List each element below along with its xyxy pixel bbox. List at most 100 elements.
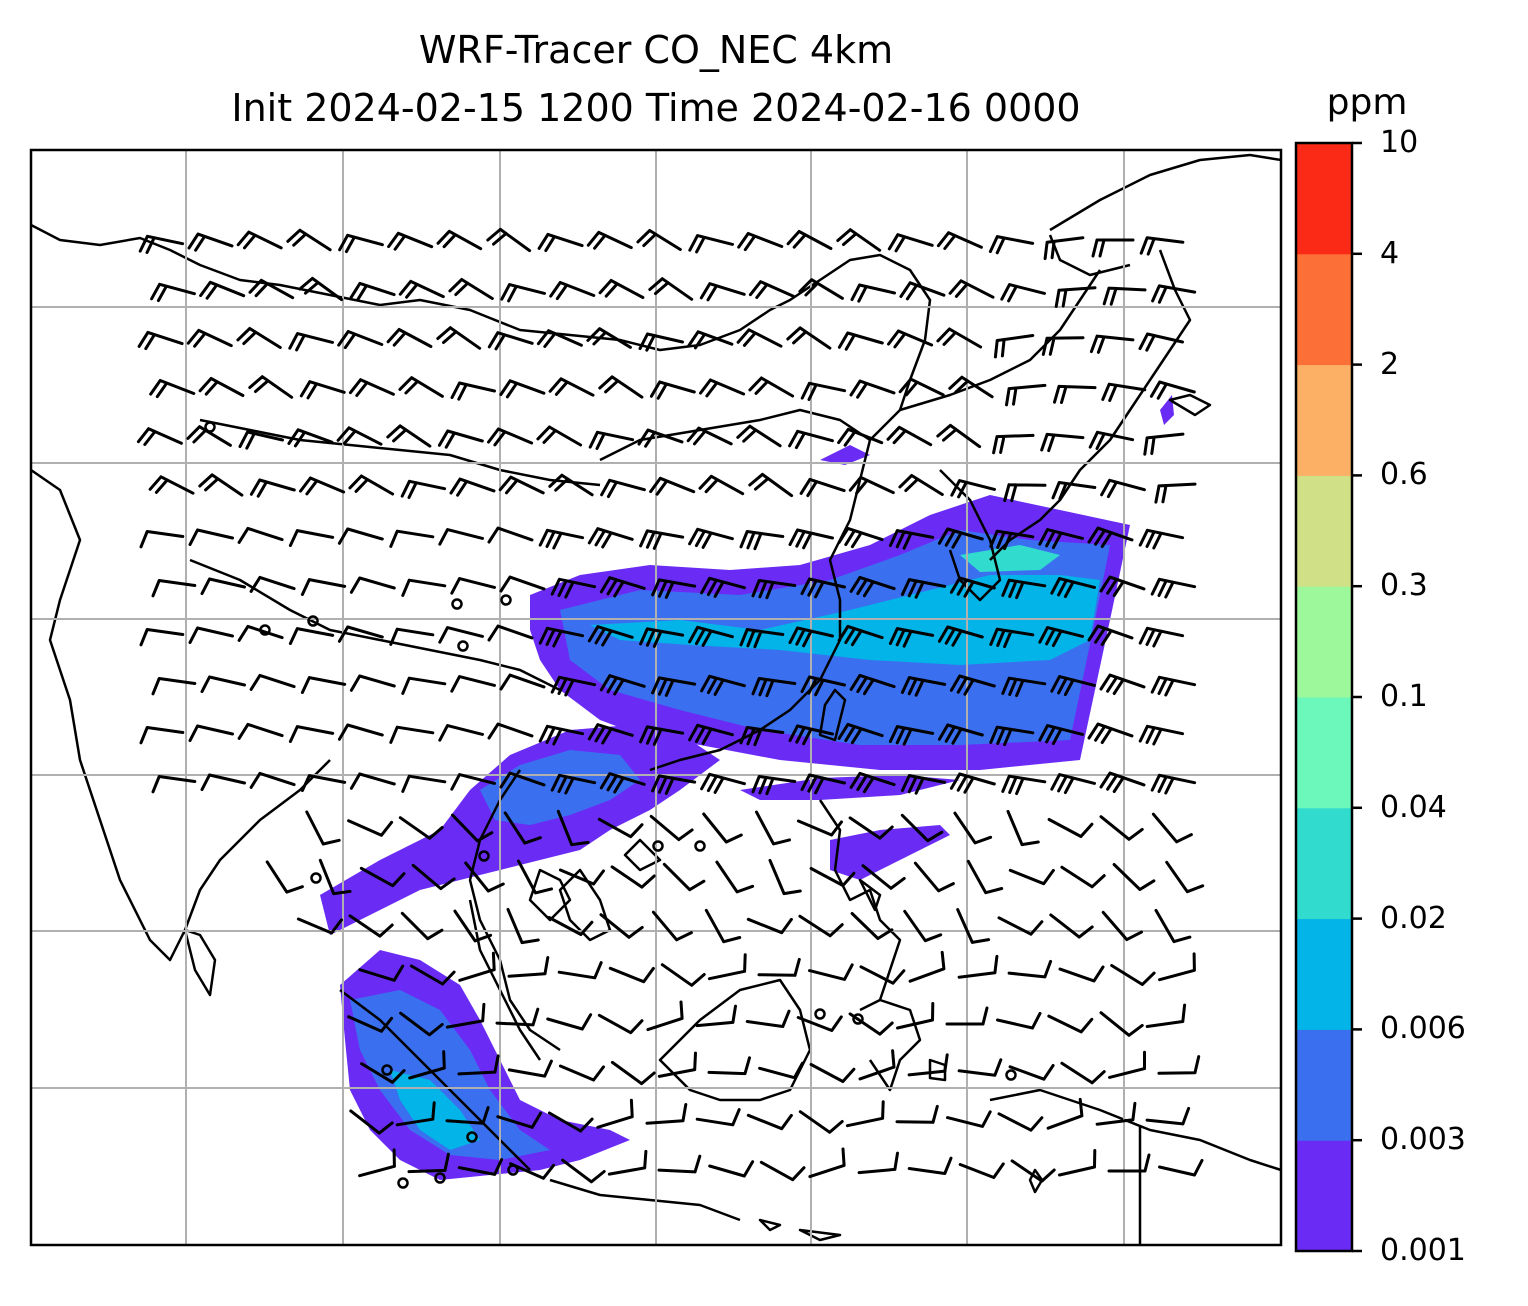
wind-barb	[788, 724, 834, 746]
wind-barb	[989, 529, 1035, 551]
wind-barb	[1058, 1149, 1097, 1177]
wind-barb	[849, 771, 896, 794]
wind-barb	[389, 725, 435, 744]
wind-barb	[1138, 528, 1185, 550]
wind-barb	[898, 474, 944, 496]
wind-barb	[662, 862, 706, 892]
wind-barb	[556, 809, 590, 847]
wind-barb	[895, 1104, 939, 1124]
wind-barb	[649, 476, 696, 496]
wind-barb	[411, 863, 456, 891]
wind-barb	[537, 232, 584, 253]
wind-barb	[1087, 624, 1134, 646]
wind-barb	[948, 279, 995, 299]
wind-barb	[907, 1156, 953, 1175]
wind-barb	[300, 578, 347, 596]
wind-barb	[1047, 818, 1094, 838]
wind-barb	[788, 626, 834, 648]
wind-barb	[1139, 236, 1185, 256]
wind-barb	[936, 327, 983, 349]
wind-barb	[699, 378, 746, 398]
wind-barb	[702, 812, 743, 844]
wind-barb	[487, 624, 534, 642]
wind-calm-marker	[397, 1177, 409, 1189]
wind-barb	[349, 576, 396, 594]
wind-barb	[900, 676, 947, 697]
wind-barb	[849, 379, 896, 399]
wind-barb	[398, 279, 445, 299]
wind-barb	[487, 526, 534, 544]
wind-barb	[337, 723, 384, 741]
colorbar-bin	[1296, 586, 1352, 698]
tracer-plume-north-patch	[820, 445, 870, 465]
wind-barb	[898, 377, 945, 397]
wind-barb	[200, 773, 246, 792]
wind-barb	[837, 526, 884, 549]
wind-barb	[857, 1151, 899, 1175]
wind-barb	[298, 276, 344, 302]
wind-barb	[837, 722, 884, 745]
wind-barb	[651, 910, 693, 942]
colorbar-tick-label: 2	[1380, 346, 1400, 382]
wind-barb	[993, 334, 1035, 359]
wind-barb	[649, 380, 696, 400]
wind-barb	[958, 1162, 1005, 1179]
wind-barb	[1087, 526, 1134, 548]
wind-barb	[688, 723, 734, 745]
wind-barb	[645, 1103, 688, 1125]
wind-barb	[1006, 809, 1040, 847]
wind-barb	[199, 280, 246, 300]
wind-barb	[1102, 286, 1147, 306]
wind-barb	[808, 963, 854, 981]
wind-barb	[486, 227, 532, 253]
wind-barb	[558, 1064, 605, 1082]
wind-barb	[1089, 334, 1135, 354]
wind-barb	[186, 425, 232, 447]
wind-barb	[337, 625, 384, 643]
wind-barb	[597, 817, 644, 839]
tracer-plume-east-asia-streak	[960, 545, 1060, 572]
wind-barb	[748, 472, 794, 498]
wind-barb	[888, 627, 935, 648]
colorbar-bin	[1296, 1140, 1352, 1252]
wind-barb	[704, 908, 742, 944]
wind-barb	[1038, 626, 1084, 648]
wind-barb	[1060, 1061, 1106, 1085]
wind-barb	[636, 229, 682, 251]
wind-barb	[349, 281, 396, 302]
wind-barb	[450, 577, 496, 595]
wind-barb	[1001, 676, 1047, 698]
wind-barb	[450, 773, 496, 791]
wind-barb	[1005, 383, 1047, 407]
wind-barb	[386, 424, 432, 448]
wind-barb	[386, 328, 433, 348]
wind-barb	[288, 332, 334, 352]
wind-barb	[849, 673, 896, 696]
wind-barb	[389, 627, 435, 646]
wind-barb	[786, 230, 833, 250]
wind-barb	[336, 426, 383, 446]
wind-barb	[1151, 284, 1197, 304]
wind-barb	[149, 379, 196, 399]
wind-barb	[450, 381, 496, 401]
wind-barb	[996, 1011, 1042, 1030]
wind-barb	[700, 576, 746, 598]
wind-barb	[445, 1002, 486, 1029]
wind-barb	[438, 724, 484, 742]
wind-barb	[536, 329, 583, 348]
wind-barb	[899, 281, 946, 301]
wind-barb	[639, 627, 685, 648]
wind-barb	[937, 527, 984, 549]
wind-barb	[949, 772, 996, 794]
wind-barb	[848, 475, 895, 495]
wind-barb	[1095, 1101, 1137, 1126]
wind-barb	[908, 950, 946, 983]
wind-barb	[610, 1060, 656, 1086]
wind-barb	[1108, 1050, 1146, 1079]
wind-barb	[688, 625, 734, 647]
wind-barb	[337, 527, 384, 545]
wind-barb	[799, 477, 846, 498]
wind-barb	[347, 1015, 394, 1033]
wind-barb	[737, 232, 784, 252]
wind-barb	[708, 1160, 755, 1178]
